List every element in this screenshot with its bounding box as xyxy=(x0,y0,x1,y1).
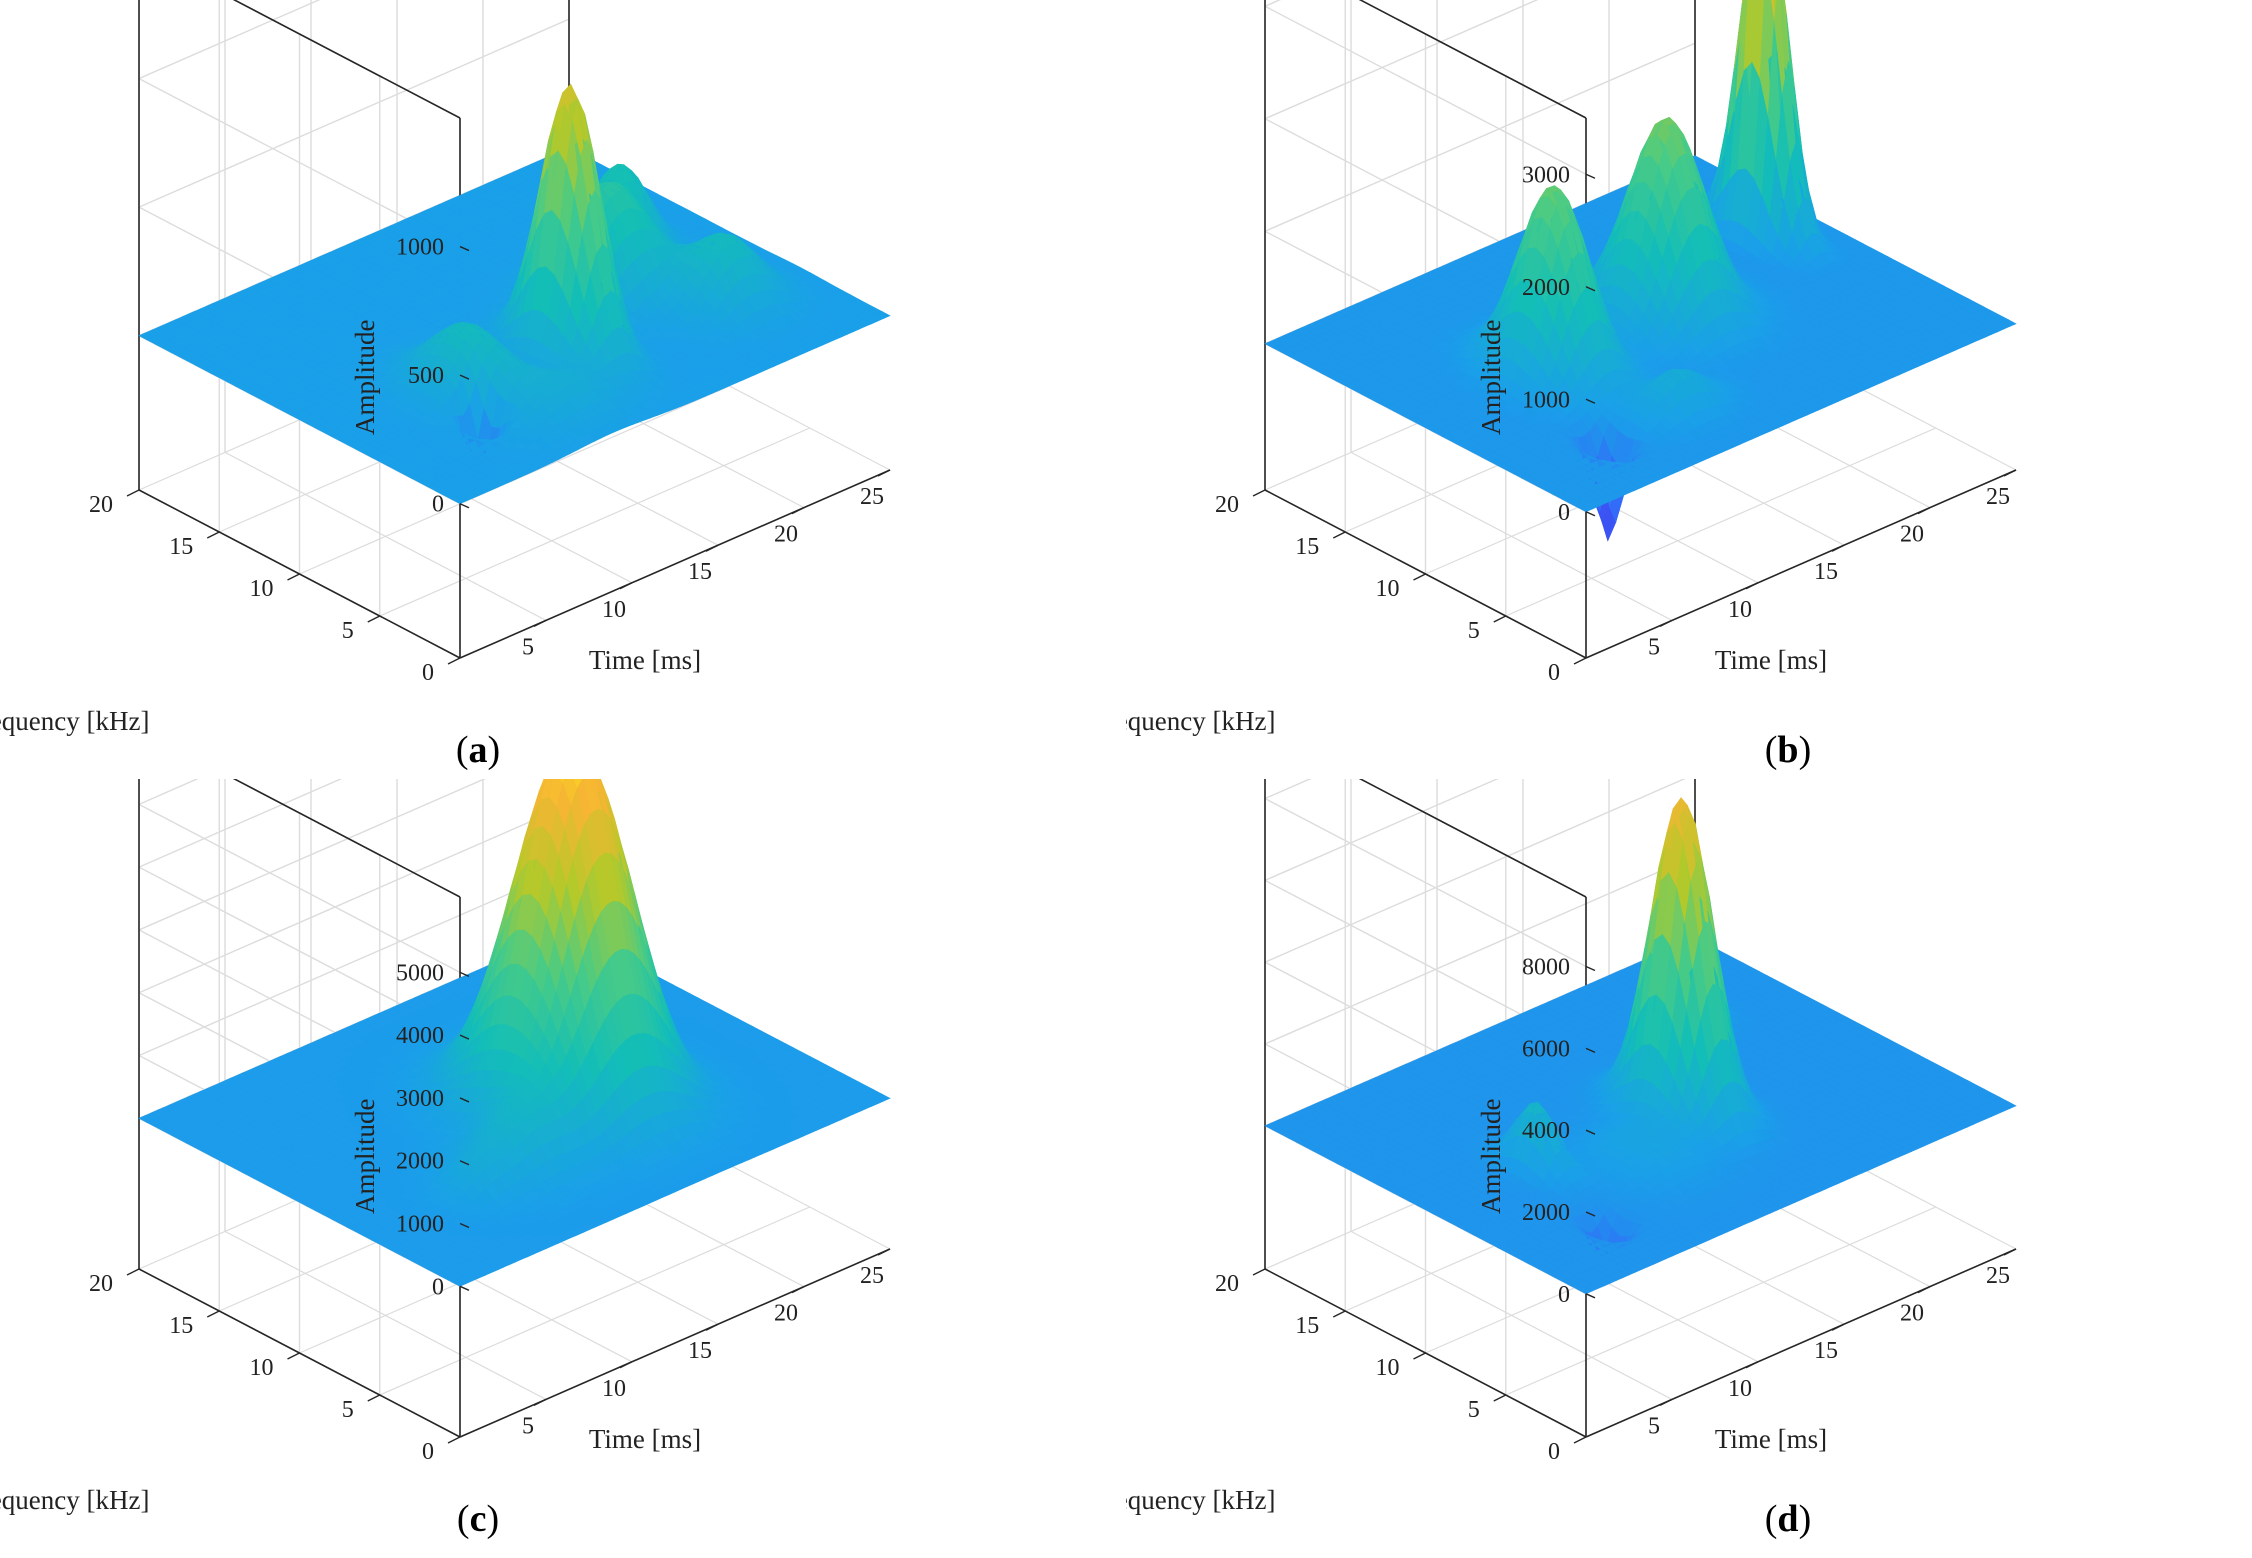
surface-a xyxy=(138,83,891,505)
y-tick-mark-2 xyxy=(287,573,300,581)
x-tick-label-2: 15 xyxy=(688,559,712,585)
y-tick-mark-3 xyxy=(206,531,220,539)
x-tick-mark-1 xyxy=(619,582,633,590)
y-tick-label-0: 0 xyxy=(422,660,434,686)
y-tick-mark-4 xyxy=(126,489,140,497)
x-tick-label-3: 20 xyxy=(774,522,798,548)
x-tick-label-4: 25 xyxy=(860,484,884,510)
z-grid-back-1 xyxy=(138,18,570,208)
y-grid-floor-1 xyxy=(1505,427,1936,617)
y-tick-label-2: 10 xyxy=(250,576,274,602)
y-axis-label: Frequency [kHz] xyxy=(0,706,150,736)
chart-b-plot: 010002000300005101520510152025AmplitudeF… xyxy=(1126,0,2017,736)
z-tick-mark-1 xyxy=(459,374,470,380)
surface-cell xyxy=(1751,0,1765,79)
z-grid-back-3 xyxy=(1264,0,1282,7)
box-edge-top-left xyxy=(232,0,461,119)
surface-cell xyxy=(1741,0,1744,4)
chart-a-plot: 0 500 1000 0 5 10 15 20 5 10 15 20 25 Amplitude Freque… xyxy=(0,0,891,736)
y-tick-label-1: 5 xyxy=(342,618,354,644)
x-tick-mark-2 xyxy=(705,544,719,552)
z-grid-back-2 xyxy=(138,0,321,80)
y-tick-mark-1 xyxy=(367,615,381,623)
box-edge-front-time xyxy=(459,469,891,659)
y-tick-label-3: 15 xyxy=(169,534,193,560)
z-grid-back-1 xyxy=(1264,42,1696,232)
x-tick-mark-0 xyxy=(533,619,547,628)
y-grid-floor-1 xyxy=(379,427,810,617)
chart-panel-a: 0 500 1000 0 5 10 15 20 5 10 15 20 25 Amplitude Freque… xyxy=(0,0,1126,779)
x-tick-label-1: 10 xyxy=(602,597,626,623)
z-tick-mark-2 xyxy=(459,245,470,252)
x-axis-label: Time [ms] xyxy=(589,645,701,675)
surface-cell xyxy=(875,311,891,319)
y-tick-label-4: 20 xyxy=(89,492,113,518)
x-tick-label-0: 5 xyxy=(522,634,534,660)
x-tick-mark-3 xyxy=(791,506,805,515)
y-tick-mark-0 xyxy=(447,657,461,665)
surface-b xyxy=(1264,0,2017,542)
z-tick-label-2: 1000 xyxy=(396,235,444,261)
z-grid-back-2 xyxy=(1264,0,1539,120)
z-tick-label-1: 500 xyxy=(408,363,444,389)
z-tick-label-0: 0 xyxy=(432,492,444,518)
box-edge-top-left xyxy=(1358,0,1587,119)
chart-panel-b: 010002000300005101520510152025AmplitudeF… xyxy=(1126,0,2252,779)
z-tick-mark-0 xyxy=(459,503,470,509)
x-tick-mark-4 xyxy=(877,469,891,477)
z-axis-label: Amplitude xyxy=(350,319,380,435)
